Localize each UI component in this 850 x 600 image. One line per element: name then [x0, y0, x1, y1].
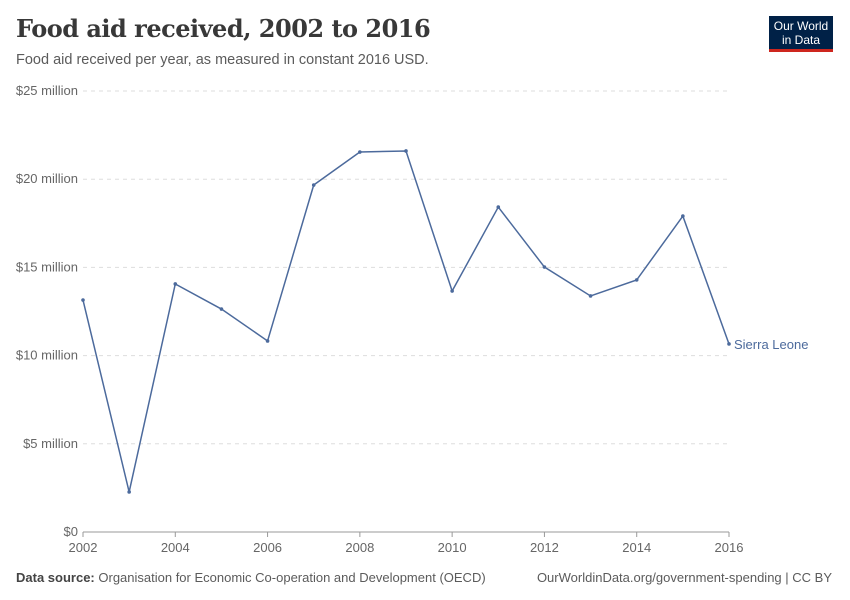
- x-tick-label: 2012: [530, 540, 559, 555]
- x-tick-label: 2010: [438, 540, 467, 555]
- data-point[interactable]: [81, 298, 85, 302]
- source-label: Data source:: [16, 570, 95, 585]
- data-point[interactable]: [681, 214, 685, 218]
- y-tick-label: $0: [64, 524, 78, 539]
- y-tick-label: $15 million: [16, 259, 78, 274]
- chart-subtitle: Food aid received per year, as measured …: [16, 52, 429, 68]
- data-point[interactable]: [542, 265, 547, 269]
- data-point[interactable]: [727, 342, 731, 346]
- series-label[interactable]: Sierra Leone: [734, 337, 808, 352]
- data-point[interactable]: [127, 490, 131, 494]
- x-tick-label: 2008: [345, 540, 374, 555]
- x-tick-label: 2006: [253, 540, 282, 555]
- data-point[interactable]: [265, 339, 270, 343]
- data-point[interactable]: [404, 149, 408, 153]
- x-tick-label: 2002: [69, 540, 98, 555]
- data-point[interactable]: [219, 307, 224, 311]
- x-tick-label: 2004: [161, 540, 190, 555]
- footer-url[interactable]: OurWorldinData.org/government-spending |…: [536, 570, 832, 585]
- x-tick-label: 2016: [715, 540, 744, 555]
- chart-title: Food aid received, 2002 to 2016: [16, 14, 431, 43]
- y-tick-label: $20 million: [16, 171, 78, 186]
- data-point[interactable]: [358, 150, 362, 154]
- data-point[interactable]: [450, 289, 454, 293]
- y-tick-label: $25 million: [16, 83, 78, 98]
- data-point[interactable]: [173, 282, 178, 286]
- y-tick-label: $10 million: [16, 348, 78, 363]
- source-text[interactable]: Organisation for Economic Co-operation a…: [98, 570, 486, 585]
- data-point[interactable]: [496, 205, 501, 209]
- data-point[interactable]: [588, 294, 593, 298]
- data-source: Data source: Organisation for Economic C…: [16, 570, 486, 585]
- owid-logo[interactable]: Our World in Data: [769, 16, 833, 52]
- series-line[interactable]: [82, 150, 730, 493]
- y-tick-label: $5 million: [23, 436, 78, 451]
- data-point[interactable]: [311, 183, 316, 187]
- x-tick-label: 2014: [622, 540, 651, 555]
- data-point[interactable]: [634, 278, 639, 282]
